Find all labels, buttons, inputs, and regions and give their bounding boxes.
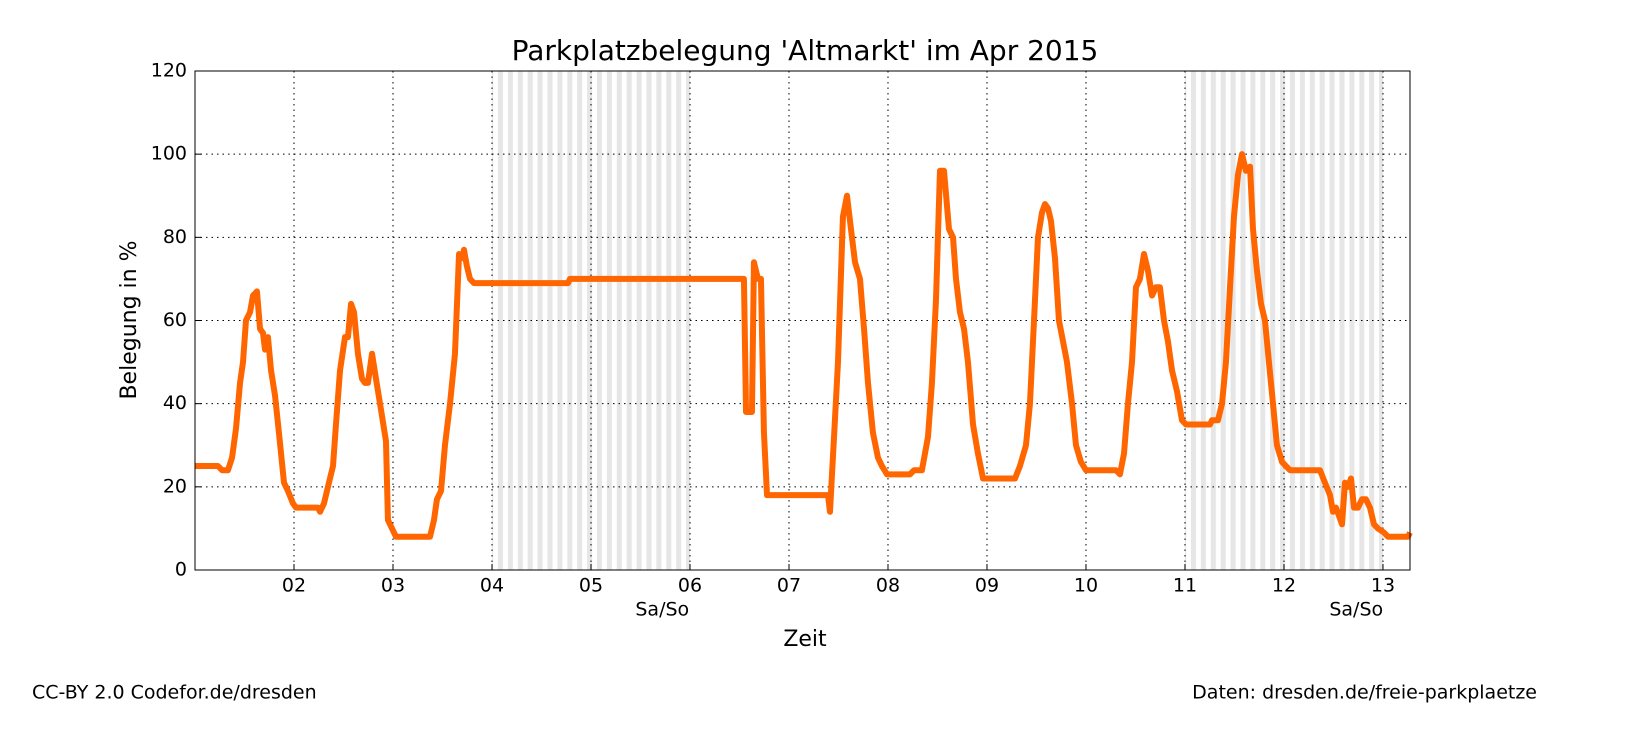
y-tick-label: 40 bbox=[163, 392, 187, 414]
x-axis-label: Zeit bbox=[783, 627, 827, 652]
data-line bbox=[195, 151, 1413, 540]
y-tick-label: 80 bbox=[163, 226, 187, 248]
y-tick-label: 20 bbox=[163, 475, 187, 497]
footer-right: Daten: dresden.de/freie-parkplaetze bbox=[1192, 682, 1537, 704]
x-tick-label: 05 bbox=[579, 575, 603, 597]
x-tick-label: 10 bbox=[1074, 575, 1098, 597]
axes-frame bbox=[194, 70, 1411, 571]
x-tick-label: 04 bbox=[480, 575, 504, 597]
x-tick-label: 02 bbox=[282, 575, 306, 597]
chart-title: Parkplatzbelegung 'Altmarkt' im Apr 2015 bbox=[512, 34, 1099, 67]
y-tick-label: 60 bbox=[163, 309, 187, 331]
y-tick-label: 100 bbox=[151, 143, 187, 165]
x-tick-label: 08 bbox=[876, 575, 900, 597]
annotation: Sa/So bbox=[635, 599, 689, 621]
y-axis-label: Belegung in % bbox=[117, 240, 142, 399]
x-tick-label: 11 bbox=[1173, 575, 1197, 597]
footer-left: CC-BY 2.0 Codefor.de/dresden bbox=[32, 682, 317, 704]
y-tick-label: 120 bbox=[151, 60, 187, 82]
x-tick-label: 06 bbox=[678, 575, 702, 597]
x-tick-label: 07 bbox=[777, 575, 801, 597]
x-tick-label: 12 bbox=[1272, 575, 1296, 597]
annotation: Sa/So bbox=[1329, 599, 1383, 621]
y-tick-label: 0 bbox=[175, 559, 187, 581]
x-tick-label: 13 bbox=[1371, 575, 1395, 597]
x-tick-label: 09 bbox=[975, 575, 999, 597]
x-tick-label: 03 bbox=[381, 575, 405, 597]
